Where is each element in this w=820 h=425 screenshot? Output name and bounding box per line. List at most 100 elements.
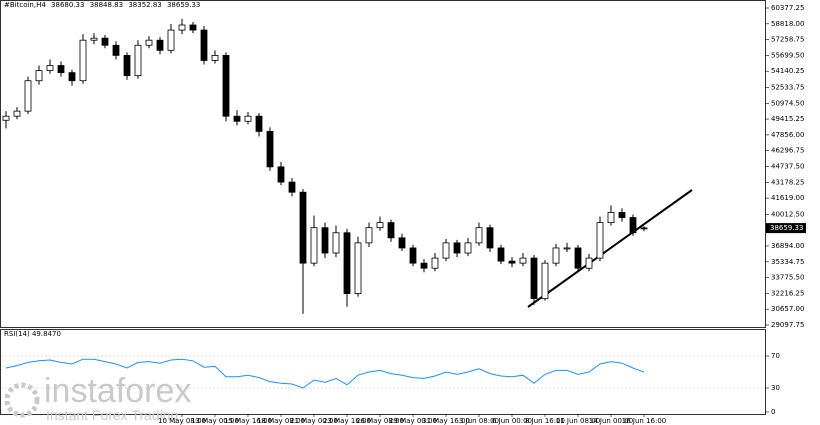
- candle-body: [420, 262, 428, 269]
- y-tick-label: 35334.75: [771, 258, 804, 266]
- y-tick-label: 40012.50: [771, 210, 804, 218]
- candle-body: [343, 232, 351, 294]
- candle-body: [2, 115, 10, 121]
- candle-body: [431, 257, 439, 269]
- candle-body: [266, 131, 274, 168]
- candle-body: [112, 44, 120, 56]
- candle-body: [453, 242, 461, 254]
- y-tick-label: 30657.00: [771, 305, 804, 313]
- candle-body: [310, 227, 318, 264]
- candle-body: [508, 260, 516, 264]
- candle-body: [222, 55, 230, 117]
- candle-body: [35, 70, 43, 82]
- rsi-panel: [0, 329, 766, 415]
- y-tick-label: 30: [771, 384, 780, 392]
- y-tick-label: 43178.25: [771, 178, 804, 186]
- y-tick-label: 33775.50: [771, 274, 804, 282]
- candle-body: [618, 212, 626, 218]
- watermark-brand: instaforex: [44, 372, 191, 410]
- candle-body: [255, 115, 263, 132]
- candle-body: [365, 227, 373, 244]
- candle-body: [145, 39, 153, 46]
- candle-body: [24, 80, 32, 112]
- watermark: instaforex Instant Forex Trading: [4, 372, 191, 423]
- candle-body: [486, 227, 494, 249]
- price-box: [766, 223, 806, 234]
- candle-body: [79, 39, 87, 82]
- candle-body: [288, 181, 296, 193]
- x-tick-label: 3 Jun 08:00: [459, 417, 499, 425]
- candle-body: [596, 222, 604, 259]
- trend-line: [527, 189, 693, 308]
- x-tick-label: 14 Jun 00:00: [589, 417, 633, 425]
- candle-body: [541, 262, 549, 300]
- price-box-label: 38659.33: [770, 224, 803, 232]
- x-tick-label: 10 May 08:00: [158, 417, 206, 425]
- candle-body: [167, 29, 175, 51]
- candle-body: [475, 227, 483, 244]
- candle-body: [244, 115, 252, 122]
- candle-body: [233, 115, 241, 122]
- candle-body: [189, 24, 197, 31]
- rsi-title: RSI(14) 49.8470: [4, 330, 61, 338]
- y-tick-label: 0: [771, 408, 775, 416]
- x-tick-label: 26 May 08:00: [356, 417, 404, 425]
- candle-body: [123, 55, 131, 77]
- candle-body: [200, 29, 208, 61]
- y-tick-label: 70: [771, 352, 780, 360]
- candle-body: [156, 39, 164, 51]
- y-tick-label: 29097.75: [771, 321, 804, 329]
- candle-body: [57, 65, 65, 74]
- candle-body: [101, 37, 109, 46]
- x-tick-label: 21 May 00:00: [290, 417, 338, 425]
- x-tick-label: 31 May 16:00: [422, 417, 470, 425]
- candle-body: [530, 257, 538, 300]
- candle-body: [321, 227, 329, 254]
- candle-body: [134, 44, 142, 77]
- candle-body: [376, 222, 384, 229]
- candle-body: [398, 237, 406, 249]
- candle-body: [332, 232, 340, 254]
- y-tick-label: 57258.75: [771, 36, 804, 44]
- y-tick-label: 54140.25: [771, 67, 804, 75]
- y-tick-label: 52533.75: [771, 83, 804, 91]
- candle-body: [90, 37, 98, 41]
- candle-body: [178, 24, 186, 31]
- x-tick-label: 15 May 16:00: [224, 417, 272, 425]
- candle-body: [387, 222, 395, 239]
- candle-body: [640, 227, 648, 230]
- candle-body: [409, 247, 417, 264]
- x-tick-label: 16 Jun 16:00: [622, 417, 666, 425]
- candle-body: [497, 247, 505, 262]
- x-tick-label: 18 May 08:00: [257, 417, 305, 425]
- candle-body: [354, 242, 362, 294]
- y-tick-label: 60377.25: [771, 4, 804, 12]
- x-tick-label: 13 May 00:00: [191, 417, 239, 425]
- candle-body: [629, 217, 637, 234]
- x-tick-label: 8 Jun 16:00: [525, 417, 565, 425]
- y-tick-label: 36894.00: [771, 242, 804, 250]
- candle-body: [574, 247, 582, 269]
- candle-body: [299, 191, 307, 264]
- watermark-tagline: Instant Forex Trading: [46, 407, 178, 423]
- candle-body: [442, 242, 450, 259]
- y-tick-label: 55699.50: [771, 51, 804, 59]
- x-tick-label: 23 May 16:00: [323, 417, 371, 425]
- x-tick-label: 29 May 00:00: [389, 417, 437, 425]
- x-tick-label: 11 Jun 08:00: [556, 417, 600, 425]
- chart-header: #Bitcoin,H4 38680.33 38848.83 38352.83 3…: [4, 1, 200, 9]
- candle-body: [563, 247, 571, 250]
- y-tick-label: 50974.50: [771, 99, 804, 107]
- candle-body: [68, 72, 76, 82]
- last-open: 38680.33: [51, 1, 84, 9]
- candle-body: [46, 65, 54, 72]
- last-high: 38848.83: [90, 1, 123, 9]
- candle-body: [607, 212, 615, 224]
- candle-body: [211, 55, 219, 61]
- y-tick-label: 49415.25: [771, 115, 804, 123]
- last-low: 38352.83: [128, 1, 161, 9]
- watermark-logo: [4, 382, 40, 418]
- y-tick-label: 47856.00: [771, 131, 804, 139]
